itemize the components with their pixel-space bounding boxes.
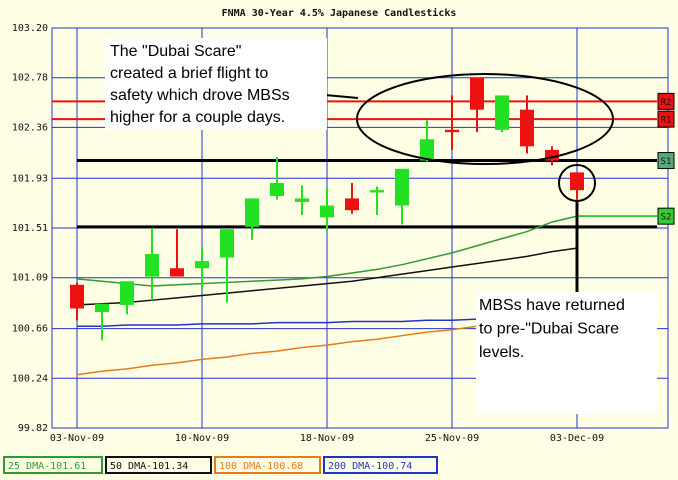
candle-body [345,198,359,211]
level-tag [657,152,675,170]
annotations: The "Dubai Scare" created a brief flight … [105,38,657,414]
candle-body [370,190,384,193]
level-tag [657,207,675,225]
y-tick-label: 101.51 [12,223,48,234]
candle-body [245,198,259,227]
candle-body [320,205,334,218]
candle-body [270,183,284,197]
x-tick-label: 03-Dec-09 [550,433,604,444]
x-tick-label: 25-Nov-09 [425,433,479,444]
legend-label: 25 DMA-101.61 [8,461,86,472]
y-tick-label: 99.82 [18,423,48,434]
legend-box [3,456,103,474]
x-tick-label: 18-Nov-09 [300,433,354,444]
candle-body [520,109,534,147]
candle-body [570,172,584,191]
annotation-text: safety which drove MBSs [110,87,290,104]
legend: 25 DMA-101.61 50 DMA-101.34 100 DMA-100.68… [3,456,438,474]
legend-label: 100 DMA-100.68 [219,461,303,472]
candle-body [95,303,109,313]
candle-body [70,284,84,309]
candle-body [445,129,459,133]
legend-box [105,456,212,474]
candle-body [420,139,434,161]
highlight-ellipse [356,73,614,165]
pointer-line [324,94,359,99]
candle-body [195,261,209,269]
annotation-box [105,38,327,130]
candle-body [145,254,159,277]
level-label: R1 [661,116,672,126]
y-tick-label: 103.20 [12,23,48,34]
x-tick-label: 03-Nov-09 [50,433,104,444]
level-label: S2 [661,213,672,223]
annotation-text: The "Dubai Scare" [110,43,241,60]
annotation-text: to pre-"Dubai Scare [479,321,619,338]
legend-label: 200 DMA-100.74 [328,461,412,472]
legend-box [214,456,321,474]
level-label: R2 [661,98,672,108]
y-tick-label: 102.78 [12,73,48,84]
legend-label: 50 DMA-101.34 [110,461,188,472]
y-tick-label: 102.36 [12,122,48,133]
legend-box [323,456,438,474]
candle-body [545,149,559,161]
moving-average-line [76,325,478,376]
moving-average-line [77,318,478,327]
y-tick-label: 100.24 [12,373,48,384]
candle-body [495,95,509,130]
annotation-text: higher for a couple days. [110,109,285,126]
annotation-box [476,292,657,414]
candle-body [295,198,309,202]
chart-title: FNMA 30-Year 4.5% Japanese Candlesticks [222,7,457,19]
y-tick-label: 101.09 [12,273,48,284]
candle-body [220,229,234,258]
y-tick-label: 100.66 [12,324,48,335]
candle-body [120,281,134,305]
level-tag [657,92,675,110]
candle-body [170,268,184,277]
annotation-text: created a brief flight to [110,65,268,82]
level-tag [657,110,675,128]
annotation-text: MBSs have returned [479,297,625,314]
moving-average-line [76,215,578,287]
y-tick-label: 101.93 [12,173,48,184]
level-label: S1 [661,157,672,167]
candle-body [470,77,484,110]
x-tick-label: 10-Nov-09 [175,433,229,444]
candle-body [395,168,409,206]
annotation-text: levels. [479,344,524,361]
moving-average-line [76,247,578,306]
